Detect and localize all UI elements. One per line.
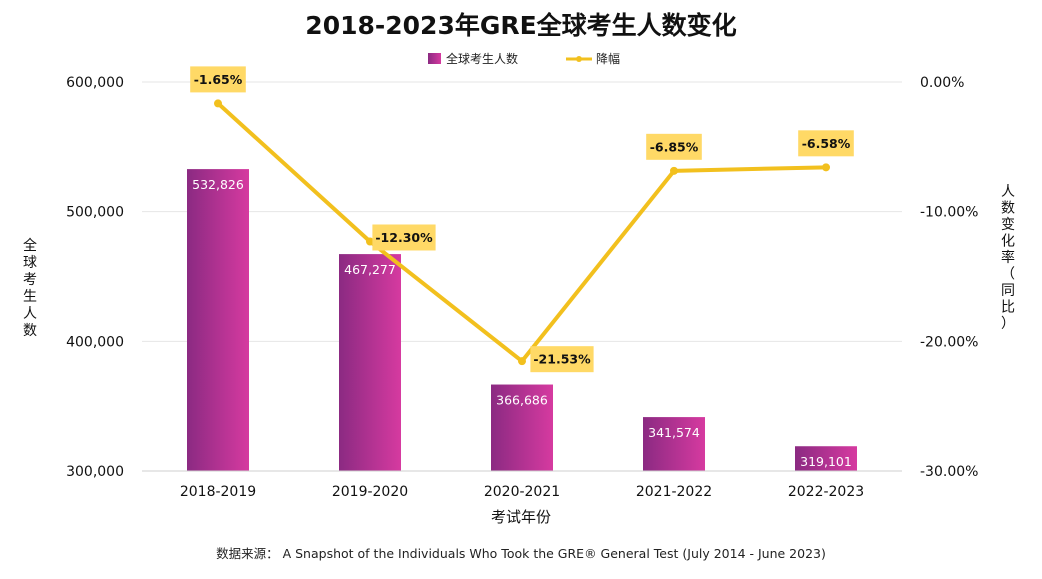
line-label-box — [372, 224, 436, 251]
y2-axis-title-char: 同 — [1001, 283, 1015, 299]
y2-tick-label: 0.00% — [920, 75, 964, 91]
bar — [187, 169, 249, 471]
line-value-label: -21.53% — [533, 352, 591, 367]
line-value-label: -12.30% — [375, 230, 433, 245]
bar-value-label: 467,277 — [344, 262, 396, 277]
x-tick-label: 2020-2021 — [484, 484, 560, 500]
y-axis-title-char: 生 — [23, 289, 37, 305]
line-point — [366, 237, 374, 246]
left-axis: 300,000 400,000 500,000 600,000 全球考生人数 — [23, 75, 124, 480]
bar — [491, 384, 553, 471]
bar — [339, 254, 401, 471]
line-label-box — [530, 346, 594, 373]
chart-title: 2018-2023年GRE全球考生人数变化 — [305, 11, 736, 40]
line-point — [670, 166, 678, 175]
line-point — [518, 357, 526, 366]
y-axis-title-char: 考 — [23, 272, 37, 288]
y-tick-label: 500,000 — [66, 205, 124, 221]
x-axis-title: 考试年份 — [491, 508, 551, 526]
y2-axis-title-char: 化 — [1001, 234, 1015, 250]
y2-axis-title-char: 人 — [1001, 184, 1015, 200]
bar — [643, 417, 705, 471]
legend-label-bars: 全球考生人数 — [446, 51, 518, 66]
y2-axis-title-char: （ — [1001, 267, 1015, 283]
source-note: 数据来源： A Snapshot of the Individuals Who … — [216, 546, 826, 561]
x-tick-label: 2021-2022 — [636, 484, 712, 500]
bar — [795, 446, 857, 471]
bar-value-label: 366,686 — [496, 393, 548, 408]
x-tick-label: 2022-2023 — [788, 484, 864, 500]
line-value-label: -6.85% — [650, 139, 699, 154]
legend-swatch-line-marker — [576, 56, 582, 62]
line-value-label: -1.65% — [194, 72, 243, 87]
x-axis: 2018-2019 2019-2020 2020-2021 2021-2022 2022… — [142, 470, 902, 500]
bars: 532,826 467,277 366,686 341,574 319,101 — [187, 169, 857, 471]
bar-value-label: 532,826 — [192, 177, 244, 192]
right-axis: 0.00% -10.00% -20.00% -30.00% 人数变化率（同比） — [920, 75, 1015, 480]
y2-tick-label: -30.00% — [920, 464, 978, 480]
y-axis-title-char: 全 — [23, 237, 37, 254]
y-tick-label: 400,000 — [66, 334, 124, 350]
line-path — [216, 101, 828, 364]
decline-line: -1.65% -12.30% -21.53% -6.85% -6.58% — [190, 66, 854, 373]
y-axis-title-char: 数 — [23, 323, 37, 339]
bar-value-label: 341,574 — [648, 425, 700, 440]
legend-label-line: 降幅 — [596, 51, 620, 66]
x-tick-label: 2018-2019 — [180, 484, 256, 500]
y2-tick-label: -10.00% — [920, 205, 978, 221]
y-axis-title: 全球考生人数 — [23, 237, 37, 339]
line-label-box — [798, 130, 854, 157]
y2-axis-title-char: ） — [1001, 316, 1015, 332]
y2-axis-title-char: 数 — [1001, 201, 1015, 217]
y2-tick-label: -20.00% — [920, 334, 978, 350]
y-tick-label: 600,000 — [66, 75, 124, 91]
line-label-box — [646, 133, 702, 160]
y2-axis-title-char: 率 — [1001, 249, 1015, 266]
line-value-label: -6.58% — [802, 136, 851, 151]
legend: 全球考生人数 降幅 — [428, 51, 620, 66]
y-axis-title-char: 球 — [23, 255, 37, 271]
y-tick-label: 300,000 — [66, 464, 124, 480]
y2-axis-title: 人数变化率（同比） — [1001, 184, 1015, 332]
y2-axis-title-char: 变 — [1001, 217, 1015, 233]
line-point — [822, 163, 830, 172]
y-axis-title-char: 人 — [23, 306, 37, 322]
x-tick-label: 2019-2020 — [332, 484, 408, 500]
bar-value-label: 319,101 — [800, 454, 852, 469]
y2-axis-title-char: 比 — [1001, 300, 1015, 316]
line-point — [214, 99, 222, 108]
line-label-box — [190, 66, 246, 93]
legend-swatch-bars — [428, 53, 441, 64]
